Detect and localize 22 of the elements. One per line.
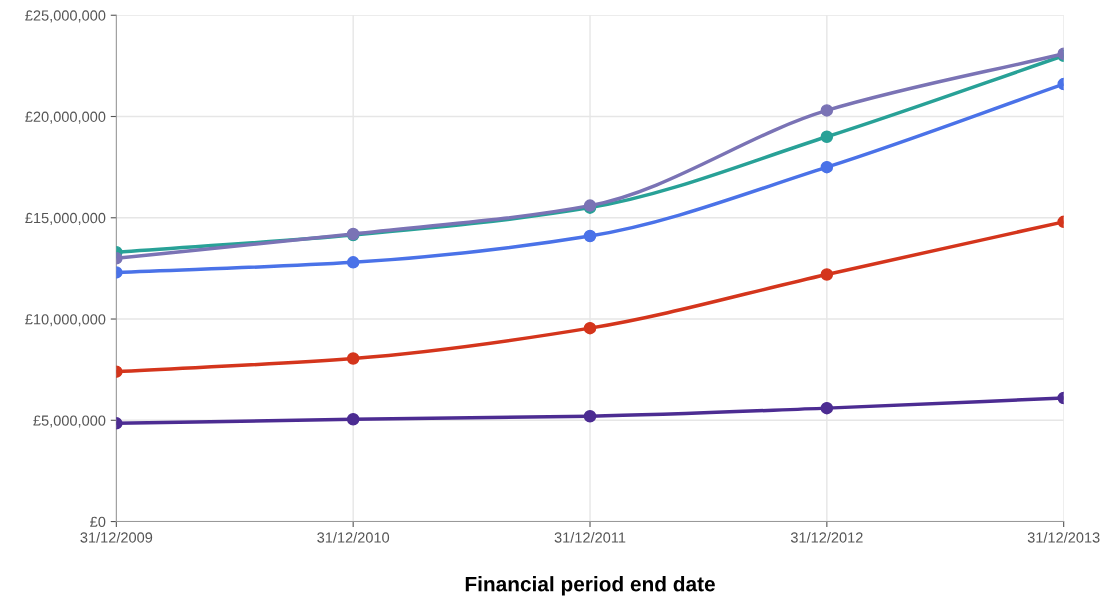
point: [583, 229, 597, 243]
point: [346, 413, 360, 426]
y-tick-label: £5,000,000: [33, 415, 106, 428]
y-tick-label: £0: [90, 516, 106, 527]
y-tick-label: £15,000,000: [25, 212, 106, 225]
point: [820, 104, 834, 117]
x-tick-label: 31/12/2010: [317, 531, 390, 543]
x-tick-label: 31/12/2013: [1027, 531, 1100, 543]
point: [583, 321, 597, 335]
point: [583, 409, 597, 423]
x-tick-label: 31/12/2011: [554, 531, 626, 543]
point: [820, 268, 834, 281]
point: [820, 160, 834, 174]
x-axis-title: Financial period end date: [465, 576, 715, 596]
y-tick-label: £25,000,000: [25, 10, 106, 23]
y-tick-label: £10,000,000: [25, 314, 106, 327]
x-tick-label: 31/12/2009: [80, 531, 153, 543]
x-tick-label: 31/12/2012: [790, 531, 863, 543]
point: [820, 401, 834, 415]
point: [346, 352, 360, 365]
y-tick-label: £20,000,000: [25, 111, 106, 124]
point: [346, 256, 360, 269]
